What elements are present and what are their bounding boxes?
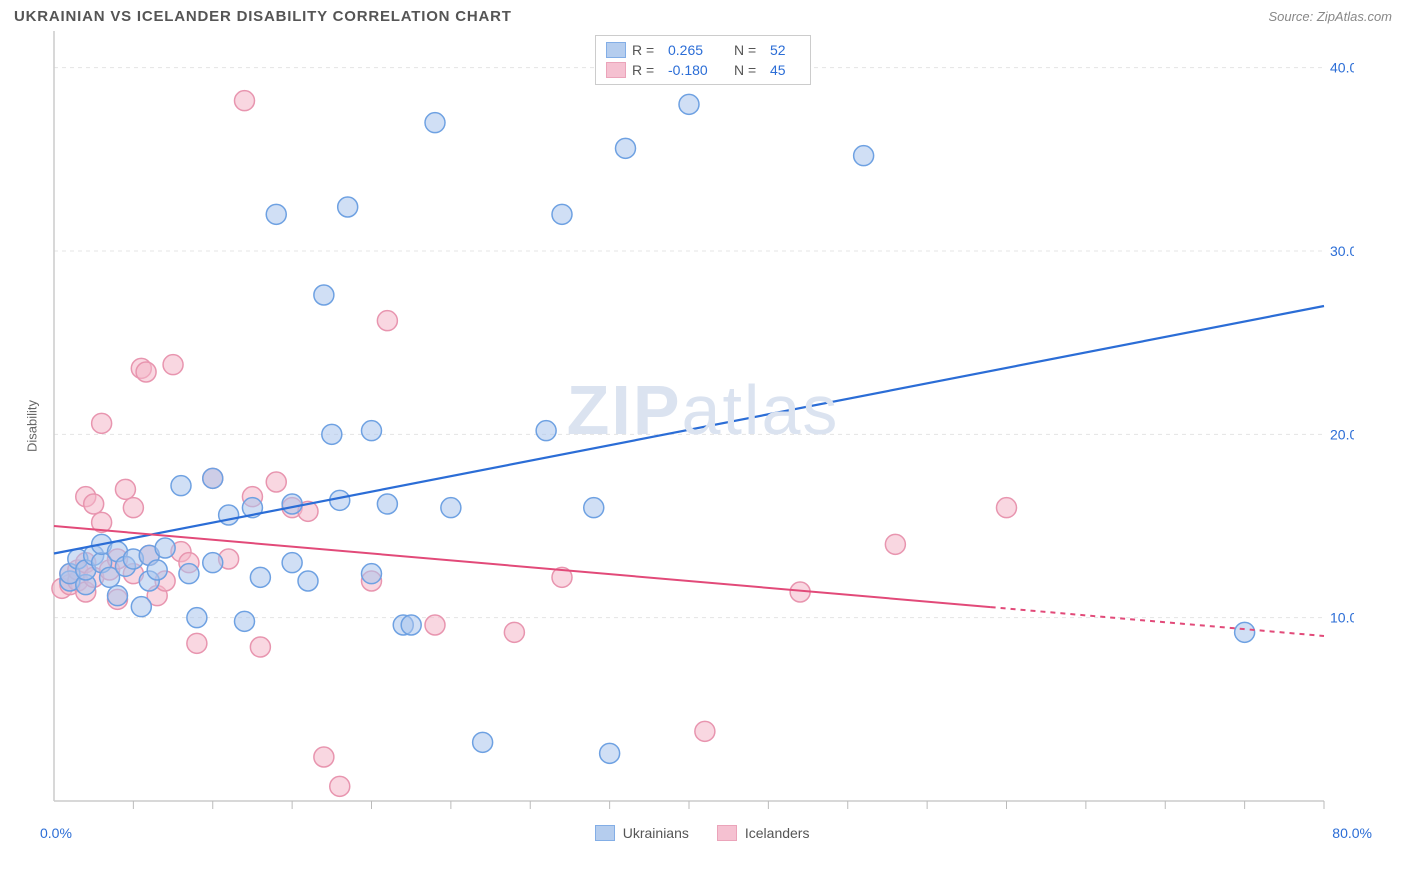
- data-point: [235, 91, 255, 111]
- data-point: [136, 362, 156, 382]
- x-axis-max: 80.0%: [1332, 825, 1372, 841]
- y-tick-label: 10.0%: [1330, 610, 1354, 626]
- legend-swatch: [606, 42, 626, 58]
- stats-legend-row: R =-0.180N =45: [606, 60, 800, 80]
- chart-area: Disability ZIPatlas 10.0%20.0%30.0%40.0%…: [14, 31, 1392, 821]
- data-point: [330, 490, 350, 510]
- data-point: [92, 413, 112, 433]
- data-point: [338, 197, 358, 217]
- data-point: [163, 355, 183, 375]
- series-legend: Ukrainians Icelanders: [100, 825, 1304, 841]
- data-point: [401, 615, 421, 635]
- data-point: [377, 311, 397, 331]
- data-point: [84, 494, 104, 514]
- data-point: [616, 138, 636, 158]
- series-label: Ukrainians: [623, 825, 689, 841]
- data-point: [298, 571, 318, 591]
- legend-swatch: [717, 825, 737, 841]
- series-legend-item: Icelanders: [717, 825, 810, 841]
- data-point: [600, 743, 620, 763]
- data-point: [362, 564, 382, 584]
- data-point: [203, 553, 223, 573]
- legend-swatch: [595, 825, 615, 841]
- data-point: [425, 113, 445, 133]
- data-point: [552, 204, 572, 224]
- data-point: [330, 776, 350, 796]
- data-point: [108, 586, 128, 606]
- stats-legend-row: R =0.265N =52: [606, 40, 800, 60]
- data-point: [187, 633, 207, 653]
- data-point: [250, 637, 270, 657]
- data-point: [695, 721, 715, 741]
- data-point: [314, 747, 334, 767]
- source-label: Source: ZipAtlas.com: [1268, 9, 1392, 24]
- data-point: [179, 564, 199, 584]
- data-point: [679, 94, 699, 114]
- data-point: [997, 498, 1017, 518]
- y-tick-label: 30.0%: [1330, 243, 1354, 259]
- data-point: [377, 494, 397, 514]
- data-point: [1235, 622, 1255, 642]
- data-point: [123, 498, 143, 518]
- data-point: [425, 615, 445, 635]
- data-point: [250, 567, 270, 587]
- trend-line-dashed: [991, 607, 1324, 636]
- data-point: [266, 472, 286, 492]
- data-point: [131, 597, 151, 617]
- data-point: [441, 498, 461, 518]
- data-point: [473, 732, 493, 752]
- stats-legend: R =0.265N =52R =-0.180N =45: [595, 35, 811, 85]
- chart-title: UKRAINIAN VS ICELANDER DISABILITY CORREL…: [14, 8, 512, 25]
- scatter-plot: 10.0% 20.0% 30.0% 40.0%: [14, 31, 1354, 821]
- data-point: [504, 622, 524, 642]
- data-point: [314, 285, 334, 305]
- data-point: [219, 505, 239, 525]
- data-point: [171, 476, 191, 496]
- x-axis-origin: 0.0%: [40, 825, 72, 841]
- data-point: [584, 498, 604, 518]
- legend-swatch: [606, 62, 626, 78]
- data-point: [147, 560, 167, 580]
- trend-line: [54, 306, 1324, 554]
- data-point: [155, 538, 175, 558]
- data-point: [266, 204, 286, 224]
- y-axis-label: Disability: [25, 400, 40, 452]
- data-point: [536, 421, 556, 441]
- data-point: [885, 534, 905, 554]
- data-point: [203, 468, 223, 488]
- data-point: [322, 424, 342, 444]
- y-tick-label: 40.0%: [1330, 60, 1354, 76]
- data-point: [282, 494, 302, 514]
- data-point: [362, 421, 382, 441]
- data-point: [854, 146, 874, 166]
- data-point: [115, 479, 135, 499]
- data-point: [235, 611, 255, 631]
- y-tick-label: 20.0%: [1330, 426, 1354, 442]
- data-point: [187, 608, 207, 628]
- data-point: [282, 553, 302, 573]
- series-label: Icelanders: [745, 825, 810, 841]
- series-legend-item: Ukrainians: [595, 825, 689, 841]
